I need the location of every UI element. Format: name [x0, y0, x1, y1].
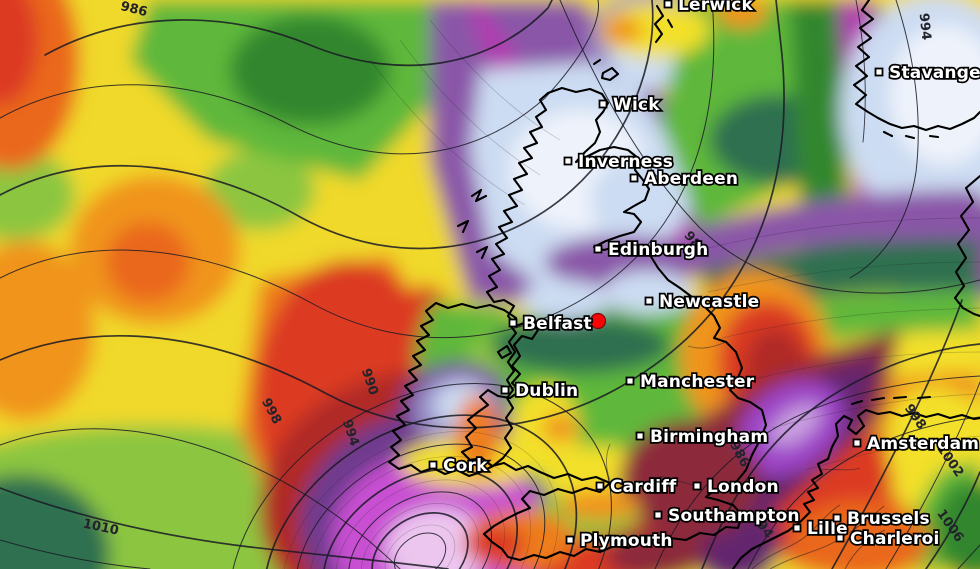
city-cork: Cork: [428, 454, 490, 478]
city-label-text: Newcastle: [659, 292, 759, 312]
city-marker-icon: [563, 156, 573, 166]
city-marker-icon: [644, 296, 654, 306]
city-label-text: Stavanger: [889, 63, 980, 83]
city-brussels: Brussels: [832, 507, 931, 531]
city-marker-icon: [508, 318, 518, 328]
city-plymouth: Plymouth: [565, 529, 674, 553]
city-aberdeen: Aberdeen: [629, 167, 740, 191]
city-label-text: Belfast: [523, 314, 592, 334]
location-dot[interactable]: [589, 312, 607, 330]
city-marker-icon: [832, 513, 842, 523]
city-marker-icon: [653, 510, 663, 520]
city-dublin: Dublin: [500, 379, 580, 403]
city-label-text: Plymouth: [580, 531, 673, 551]
city-label-text: Cork: [443, 456, 488, 476]
city-marker-icon: [595, 481, 605, 491]
city-label-text: Birmingham: [650, 427, 768, 447]
city-manchester: Manchester: [625, 370, 756, 394]
city-label-text: Southampton: [668, 506, 800, 526]
city-marker-icon: [428, 460, 438, 470]
city-marker-icon: [565, 535, 575, 545]
city-inverness: Inverness: [563, 150, 675, 174]
city-marker-icon: [593, 244, 603, 254]
city-label-text: Cardiff: [610, 477, 677, 497]
city-stavanger: Stavanger: [874, 61, 980, 85]
city-wick: Wick: [598, 93, 662, 117]
city-label-text: Inverness: [578, 152, 673, 172]
city-label-text: Manchester: [640, 372, 755, 392]
city-southampton: Southampton: [653, 504, 801, 528]
city-lerwick: Lerwick: [663, 0, 755, 17]
city-marker-icon: [835, 533, 845, 543]
city-label-text: Brussels: [847, 509, 930, 529]
city-marker-icon: [635, 431, 645, 441]
city-label-text: Lerwick: [678, 0, 754, 15]
city-marker-icon: [629, 173, 639, 183]
city-label-text: Aberdeen: [644, 169, 738, 189]
city-charleroi: Charleroi: [835, 527, 941, 551]
city-cardiff: Cardiff: [595, 475, 678, 499]
city-label-text: London: [707, 477, 779, 497]
city-label-text: Charleroi: [850, 529, 939, 549]
city-marker-icon: [692, 481, 702, 491]
city-marker-icon: [852, 438, 862, 448]
city-birmingham: Birmingham: [635, 425, 770, 449]
city-edinburgh: Edinburgh: [593, 238, 710, 262]
city-belfast: Belfast: [508, 312, 593, 336]
city-label-text: Edinburgh: [608, 240, 708, 260]
city-label-text: Wick: [613, 95, 660, 115]
city-marker-icon: [792, 523, 802, 533]
city-marker-icon: [625, 376, 635, 386]
city-newcastle: Newcastle: [644, 290, 761, 314]
city-marker-icon: [598, 99, 608, 109]
city-marker-icon: [663, 0, 673, 9]
city-amsterdam: Amsterdam: [852, 432, 980, 456]
isobar-label: 994: [916, 12, 934, 41]
city-label-text: Dublin: [515, 381, 578, 401]
city-label-text: Amsterdam: [867, 434, 979, 454]
isobar-label: 1010: [81, 516, 120, 538]
coastlines: [387, 0, 980, 569]
isobar-label: 986: [119, 0, 149, 20]
city-marker-icon: [500, 385, 510, 395]
city-marker-icon: [874, 67, 884, 77]
city-london: London: [692, 475, 780, 499]
